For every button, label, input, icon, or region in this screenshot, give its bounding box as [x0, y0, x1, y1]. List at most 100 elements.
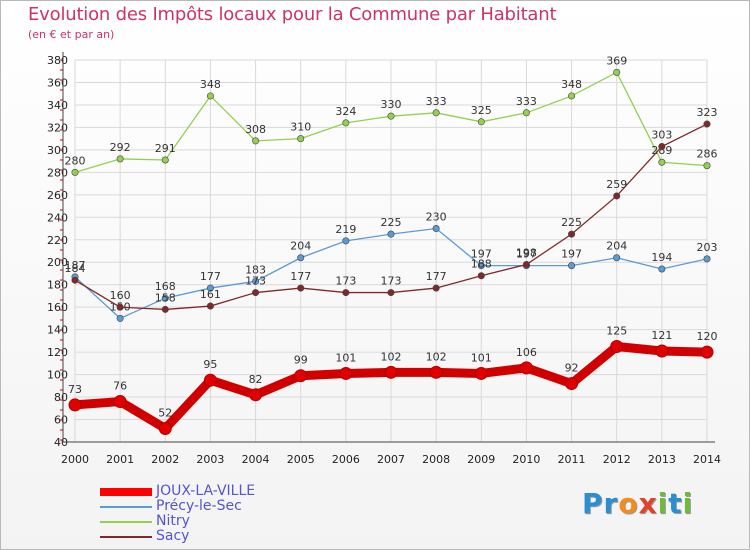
data-label: 99 [294, 354, 308, 367]
y-tick-label: 280 [47, 166, 68, 179]
y-tick-label: 380 [47, 54, 68, 67]
data-label: 194 [651, 251, 672, 264]
y-tick-label: 120 [47, 346, 68, 359]
data-point [613, 192, 621, 200]
legend-swatch-joux [100, 488, 152, 496]
chart-subtitle: (en € et par an) [28, 28, 115, 41]
data-point [610, 340, 624, 353]
data-label: 230 [426, 211, 447, 224]
data-point [568, 262, 576, 270]
data-point [116, 303, 124, 311]
x-tick-label: 2004 [242, 453, 270, 466]
data-label: 204 [290, 240, 311, 253]
data-label: 173 [335, 275, 356, 288]
data-point [474, 366, 488, 380]
data-point [387, 289, 395, 297]
y-tick-label: 340 [47, 99, 68, 112]
data-point [252, 277, 260, 285]
data-label: 106 [516, 346, 537, 359]
x-tick-label: 2013 [648, 453, 676, 466]
data-label: 158 [155, 291, 176, 304]
y-tick-label: 40 [54, 436, 68, 449]
data-label: 183 [245, 263, 266, 276]
data-point [297, 254, 305, 262]
data-label: 330 [381, 98, 402, 111]
data-point [384, 365, 398, 379]
data-label: 225 [381, 216, 402, 229]
data-point [252, 289, 260, 297]
data-label: 333 [426, 95, 447, 108]
data-point [113, 395, 127, 409]
data-label: 198 [516, 246, 537, 259]
data-point [432, 284, 440, 292]
data-label: 225 [561, 216, 582, 229]
data-label: 184 [65, 262, 86, 275]
legend-item-precy: Précy-le-Sec [100, 499, 255, 514]
data-label: 219 [335, 223, 356, 236]
y-tick-label: 100 [47, 369, 68, 382]
y-tick-label: 220 [47, 234, 68, 247]
data-point [703, 255, 711, 263]
x-tick-label: 2001 [106, 453, 134, 466]
data-point [565, 377, 579, 391]
data-label: 161 [200, 288, 221, 301]
data-point [658, 158, 666, 166]
legend-label-nitry: Nitry [156, 513, 190, 529]
data-point [613, 68, 621, 76]
data-label: 369 [606, 54, 627, 67]
data-point [519, 361, 533, 375]
legend-item-sacy: Sacy [100, 529, 255, 544]
legend-label-sacy: Sacy [156, 528, 190, 544]
data-label: 197 [561, 248, 582, 261]
data-label: 187 [65, 259, 86, 272]
data-label: 121 [651, 329, 672, 342]
x-tick-label: 2014 [693, 453, 721, 466]
data-label: 292 [110, 141, 131, 154]
data-label: 177 [290, 270, 311, 283]
data-label: 310 [290, 121, 311, 134]
data-point [432, 109, 440, 117]
data-label: 173 [381, 275, 402, 288]
data-point [387, 230, 395, 238]
data-point [568, 92, 576, 100]
data-point [206, 284, 214, 292]
proxiti-logo: Proxiti [582, 487, 694, 520]
data-label: 197 [516, 248, 537, 261]
data-point [297, 284, 305, 292]
data-label: 203 [697, 241, 718, 254]
data-label: 333 [516, 95, 537, 108]
legend: JOUX-LA-VILLE Précy-le-Sec Nitry Sacy [100, 484, 255, 544]
data-label: 76 [113, 380, 127, 393]
data-point [249, 388, 263, 402]
y-tick-label: 320 [47, 121, 68, 134]
data-point [203, 373, 217, 387]
data-label: 95 [203, 358, 217, 371]
legend-label-joux: JOUX-LA-VILLE [156, 483, 256, 499]
data-point [477, 262, 485, 270]
data-label: 324 [335, 105, 356, 118]
data-point [206, 92, 214, 100]
data-label: 259 [606, 178, 627, 191]
data-point [522, 260, 530, 268]
x-tick-label: 2007 [377, 453, 405, 466]
data-point [703, 162, 711, 170]
data-point [294, 369, 308, 383]
data-label: 102 [426, 350, 447, 363]
data-point [429, 365, 443, 379]
y-tick-label: 140 [47, 324, 68, 337]
data-label: 291 [155, 142, 176, 155]
y-tick-label: 160 [47, 301, 68, 314]
chart-title: Evolution des Impôts locaux pour la Comm… [28, 4, 557, 25]
data-point [116, 155, 124, 163]
y-tick-label: 260 [47, 189, 68, 202]
legend-swatch-precy [100, 506, 152, 508]
data-point [658, 265, 666, 273]
data-label: 160 [110, 289, 131, 302]
data-point [568, 230, 576, 238]
x-tick-label: 2010 [512, 453, 540, 466]
data-point [161, 294, 169, 302]
data-label: 102 [381, 350, 402, 363]
data-label: 280 [65, 154, 86, 167]
